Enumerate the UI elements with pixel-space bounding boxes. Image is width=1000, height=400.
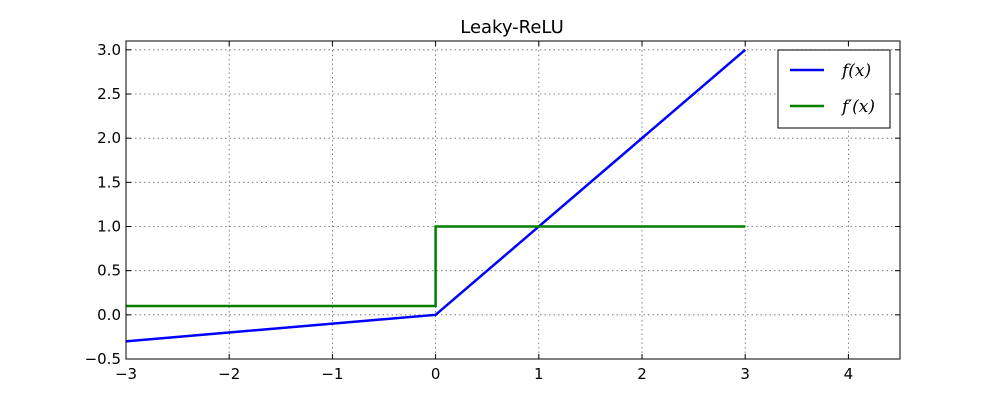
x-tick-label-6: 3 <box>740 365 750 383</box>
y-tick-label-7: 3.0 <box>97 41 121 59</box>
legend-box <box>777 49 891 129</box>
y-tick-label-3: 1.0 <box>97 218 121 236</box>
x-tick-label-2: −1 <box>321 365 343 383</box>
x-tick-label-5: 2 <box>637 365 647 383</box>
series-line-f-prime <box>126 225 746 308</box>
chart-title: Leaky-ReLU <box>460 17 564 38</box>
y-tick-label-1: 0.0 <box>97 306 121 324</box>
x-tick-label-7: 4 <box>844 365 854 383</box>
x-tick-label-1: −2 <box>218 365 240 383</box>
x-tick-label-4: 1 <box>534 365 544 383</box>
series-line-f <box>125 48 747 343</box>
series-layer <box>125 48 747 343</box>
plot-frame <box>125 40 901 360</box>
legend-label-f: f(x) <box>840 61 871 81</box>
y-tick-label-6: 2.5 <box>97 85 121 103</box>
x-tick-label-0: −3 <box>115 365 137 383</box>
x-tick-label-3: 0 <box>431 365 441 383</box>
y-tick-label-5: 2.0 <box>97 129 121 147</box>
legend-label-f-prime: f′(x) <box>840 97 875 117</box>
y-tick-label-0: −0.5 <box>85 350 121 368</box>
y-tick-label-4: 1.5 <box>97 173 121 191</box>
axis-ticks: −3 −2 −1 0 1 2 3 4 −0.5 0.0 0.5 1.0 1.5 2.0 2.5 3.0 <box>85 41 900 383</box>
y-tick-label-2: 0.5 <box>97 262 121 280</box>
legend: f(x) f′(x) <box>777 49 891 129</box>
